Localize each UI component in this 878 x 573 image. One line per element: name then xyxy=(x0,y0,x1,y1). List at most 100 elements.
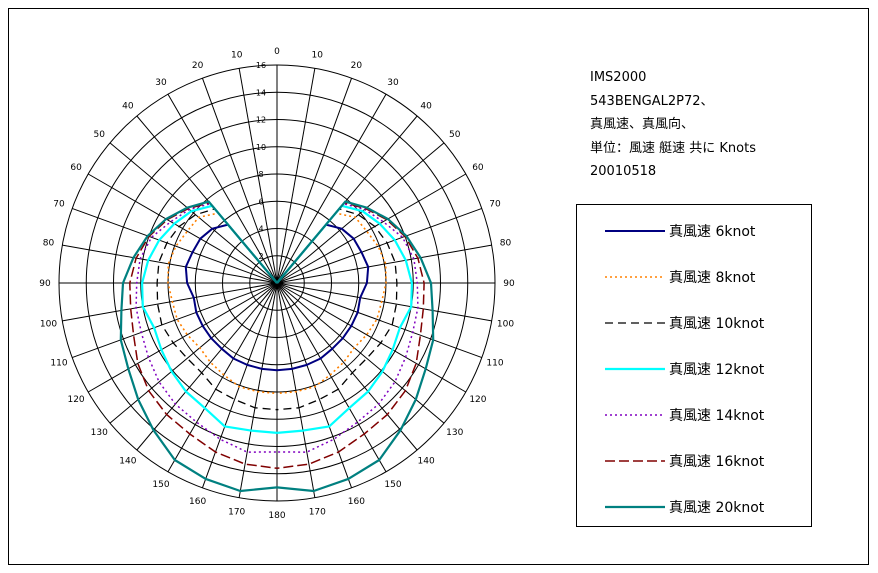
info-line-unit: 単位：風速 艇速 共に Knots xyxy=(590,140,756,156)
angle-tick-label: 160 xyxy=(189,497,206,507)
angle-tick-label: 30 xyxy=(155,78,167,88)
grid-spoke xyxy=(276,142,445,284)
angle-tick-label: 40 xyxy=(122,101,134,111)
grid-spoke xyxy=(167,282,278,473)
grid-spoke xyxy=(62,282,278,322)
grid-spoke xyxy=(276,282,467,393)
grid-spoke xyxy=(276,93,387,284)
angle-tick-label: 110 xyxy=(50,358,67,368)
angle-tick-label: 120 xyxy=(67,395,84,405)
info-line-model: IMS2000 xyxy=(590,70,647,85)
angle-tick-label: 80 xyxy=(500,239,512,249)
grid-spoke xyxy=(276,77,353,284)
angle-tick-label: 90 xyxy=(503,279,515,289)
series-line-s12 xyxy=(141,204,278,434)
grid-spoke xyxy=(276,244,492,284)
legend-swatch xyxy=(605,460,665,462)
angle-tick-label: 100 xyxy=(40,319,57,329)
radial-tick-label: 2 xyxy=(258,252,263,261)
grid-spoke xyxy=(276,282,353,489)
grid-spoke xyxy=(87,173,278,284)
angle-tick-label: 150 xyxy=(384,480,401,490)
series-line-s8 xyxy=(276,212,387,395)
radial-tick-label: 8 xyxy=(258,170,263,179)
angle-tick-label: 170 xyxy=(309,507,326,517)
angle-tick-label: 60 xyxy=(472,163,484,173)
angle-tick-label: 130 xyxy=(91,428,108,438)
legend-swatch xyxy=(605,367,665,371)
grid-spoke xyxy=(62,244,278,284)
angle-tick-label: 150 xyxy=(152,480,169,490)
angle-tick-label: 50 xyxy=(94,130,106,140)
grid-spoke xyxy=(276,282,483,359)
grid-spoke xyxy=(276,282,387,473)
grid-spoke xyxy=(87,282,278,393)
series-line-s14 xyxy=(135,202,278,453)
series-line-s16 xyxy=(129,201,278,470)
angle-tick-label: 110 xyxy=(486,358,503,368)
legend-label: 真風速 8knot xyxy=(669,270,756,286)
grid-spoke xyxy=(238,282,278,498)
angle-tick-label: 170 xyxy=(228,507,245,517)
angle-tick-label: 140 xyxy=(119,457,136,467)
angle-tick-label: 160 xyxy=(348,497,365,507)
info-line-wind: 真風速、真風向、 xyxy=(590,117,695,132)
grid-spoke xyxy=(109,142,278,284)
info-line-date: 20010518 xyxy=(590,164,657,179)
grid-spoke xyxy=(276,282,418,451)
grid-spoke xyxy=(238,68,278,284)
legend-item: 真風速 12knot xyxy=(577,357,813,381)
series-line-s20 xyxy=(119,200,278,493)
legend-swatch xyxy=(605,322,665,324)
info-line-boat: 543BENGAL2P72、 xyxy=(590,93,714,109)
series-line-s14 xyxy=(276,202,419,453)
grid-spoke xyxy=(136,282,278,451)
legend-item: 真風速 20knot xyxy=(577,495,813,519)
grid-spoke xyxy=(201,77,278,284)
legend-item: 真風速 10knot xyxy=(577,311,813,335)
angle-tick-label: 140 xyxy=(418,457,435,467)
series-line-s8 xyxy=(167,212,278,395)
series-line-s10 xyxy=(276,208,398,411)
angle-tick-label: 100 xyxy=(497,319,514,329)
grid-spoke xyxy=(71,207,278,284)
legend-label: 真風速 16knot xyxy=(669,454,765,470)
legend-item: 真風速 16knot xyxy=(577,449,813,473)
angle-tick-label: 90 xyxy=(39,279,51,289)
legend-item: 真風速 6knot xyxy=(577,219,813,243)
angle-tick-label: 20 xyxy=(192,61,204,71)
radial-tick-label: 4 xyxy=(258,225,263,234)
angle-tick-label: 120 xyxy=(469,395,486,405)
series-line-s10 xyxy=(156,208,278,411)
angle-tick-label: 40 xyxy=(420,101,432,111)
series-line-s16 xyxy=(276,201,425,470)
angle-tick-label: 30 xyxy=(387,78,399,88)
grid-spoke xyxy=(276,173,467,284)
legend-label: 真風速 20knot xyxy=(669,500,765,516)
angle-tick-label: 70 xyxy=(489,200,501,210)
series-line-s6 xyxy=(184,223,278,372)
angle-tick-label: 10 xyxy=(312,51,324,61)
grid-spoke xyxy=(71,282,278,359)
grid-spoke xyxy=(276,68,316,284)
legend-label: 真風速 14knot xyxy=(669,408,765,424)
angle-tick-label: 130 xyxy=(446,428,463,438)
angle-tick-label: 10 xyxy=(231,51,243,61)
radial-tick-label: 14 xyxy=(256,88,266,97)
legend-swatch xyxy=(605,505,665,509)
angle-tick-label: 60 xyxy=(70,163,82,173)
series-line-s12 xyxy=(276,204,413,434)
angle-tick-label: 180 xyxy=(268,511,285,521)
grid-spoke xyxy=(276,282,492,322)
series-line-s20 xyxy=(276,200,435,493)
chart-info: IMS2000 543BENGAL2P72、 真風速、真風向、 単位：風速 艇速… xyxy=(590,66,756,184)
legend-label: 真風速 12knot xyxy=(669,362,765,378)
legend-item: 真風速 8knot xyxy=(577,265,813,289)
legend-swatch xyxy=(605,276,665,278)
chart-legend: 真風速 6knot 真風速 8knot 真風速 10knot 真風速 12knot 真風… xyxy=(576,204,812,527)
radial-tick-label: 10 xyxy=(256,143,266,152)
legend-swatch xyxy=(605,414,665,416)
series-line-s6 xyxy=(276,223,370,372)
legend-label: 真風速 6knot xyxy=(669,224,756,240)
